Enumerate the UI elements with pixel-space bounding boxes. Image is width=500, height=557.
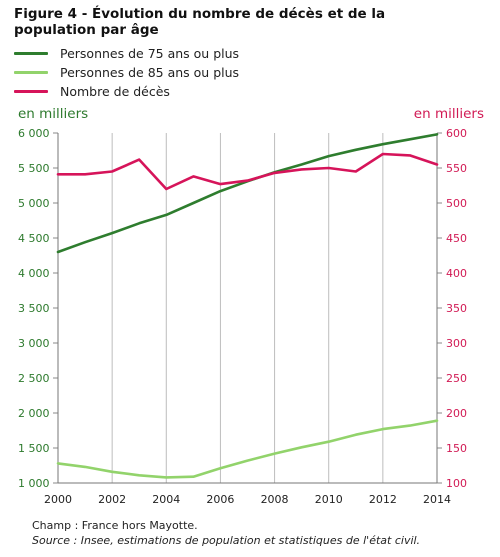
y-left-tick-label-3: 2 500 [18,372,50,385]
legend: Personnes de 75 ans ou plus Personnes de… [14,44,239,101]
y-left-tick-label-6: 4 000 [18,267,50,280]
x-tick-label-2006: 2006 [206,493,234,506]
right-axis-unit: en milliers [413,106,484,122]
series-line-0 [56,133,439,254]
series-line-1 [56,419,439,479]
y-left-tick-label-5: 3 500 [18,302,50,315]
legend-label-75: Personnes de 75 ans ou plus [60,46,240,61]
y-left-tick-label-4: 3 000 [18,337,50,350]
y-left-tick-label-8: 5 000 [18,197,50,210]
y-right-tick-label-8: 500 [446,197,467,210]
legend-label-85: Personnes de 85 ans ou plus [60,65,240,80]
y-right-tick-label-5: 350 [446,302,467,315]
y-left-tick-label-0: 1 000 [18,477,50,490]
x-tick-label-2010: 2010 [315,493,343,506]
y-right-tick-label-9: 550 [446,162,467,175]
x-tick-label-2002: 2002 [98,493,126,506]
x-tick-label-2012: 2012 [369,493,397,506]
y-right-tick-label-7: 450 [446,232,467,245]
y-right-tick-label-0: 100 [446,477,467,490]
legend-item-deces: Nombre de décès [14,82,239,101]
y-right-tick-label-3: 250 [446,372,467,385]
footer: Champ : France hors Mayotte. Source : In… [32,518,420,548]
axis-layer [53,132,442,484]
y-left-tick-label-10: 6 000 [18,127,50,140]
legend-swatch-85 [14,71,48,74]
series-layer [56,133,439,479]
legend-swatch-75 [14,52,48,55]
left-axis-unit: en milliers [18,106,89,122]
x-tick-label-2004: 2004 [152,493,180,506]
y-left-tick-label-1: 1 500 [18,442,50,455]
footer-champ: Champ : France hors Mayotte. [32,519,198,532]
legend-label-deces: Nombre de décès [60,84,170,99]
legend-item-85: Personnes de 85 ans ou plus [14,63,239,82]
y-left-tick-label-9: 5 500 [18,162,50,175]
legend-item-75: Personnes de 75 ans ou plus [14,44,239,63]
y-right-tick-label-1: 150 [446,442,467,455]
chart-title: Figure 4 - Évolution du nombre de décès … [14,6,386,38]
x-tick-label-2000: 2000 [44,493,72,506]
y-left-tick-label-7: 4 500 [18,232,50,245]
y-left-tick-label-2: 2 000 [18,407,50,420]
tick-label-layer: 2000 2002 2004 2006 2008 2010 2012 2014 1 000 1 5… [18,127,467,506]
legend-swatch-deces [14,90,48,93]
footer-source: Source : Insee, estimations de populatio… [32,534,421,547]
x-tick-label-2008: 2008 [261,493,289,506]
y-right-tick-label-10: 600 [446,127,467,140]
y-right-tick-label-6: 400 [446,267,467,280]
series-line-2 [56,152,439,191]
y-right-tick-label-4: 300 [446,337,467,350]
x-tick-label-2014: 2014 [423,493,451,506]
y-right-tick-label-2: 200 [446,407,467,420]
